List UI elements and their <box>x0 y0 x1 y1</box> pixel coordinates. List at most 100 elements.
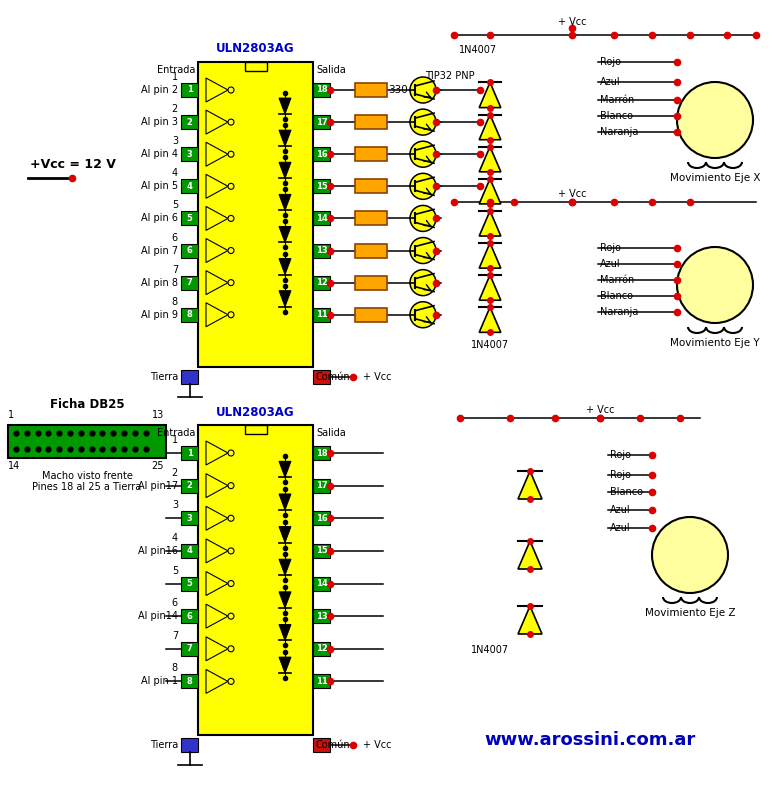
Bar <box>313 179 330 193</box>
Text: 2: 2 <box>172 104 178 114</box>
Text: Al pin 8: Al pin 8 <box>141 278 178 287</box>
Polygon shape <box>279 290 291 307</box>
Bar <box>355 83 387 97</box>
Text: 8: 8 <box>172 663 178 674</box>
Text: 14: 14 <box>316 214 327 223</box>
Text: 1N4007: 1N4007 <box>471 645 509 655</box>
Polygon shape <box>206 473 228 498</box>
Text: 17: 17 <box>316 481 327 490</box>
Text: Al pin 4: Al pin 4 <box>141 149 178 159</box>
Text: 14: 14 <box>8 461 20 471</box>
Text: 18: 18 <box>316 86 327 94</box>
Text: 6: 6 <box>172 232 178 243</box>
Text: 7: 7 <box>172 265 178 275</box>
Text: 5: 5 <box>172 200 178 210</box>
Text: ULN2803AG: ULN2803AG <box>216 406 295 418</box>
Text: 5: 5 <box>187 214 193 223</box>
Text: Azul: Azul <box>610 505 631 515</box>
Text: 4: 4 <box>187 546 193 556</box>
Text: 1: 1 <box>172 72 178 82</box>
Polygon shape <box>206 303 228 327</box>
Polygon shape <box>279 195 291 210</box>
Circle shape <box>228 279 234 286</box>
Text: Tierra: Tierra <box>149 740 178 750</box>
Polygon shape <box>206 271 228 294</box>
Bar <box>181 276 198 290</box>
Text: Rojo: Rojo <box>610 470 631 480</box>
Polygon shape <box>206 110 228 134</box>
Bar <box>355 115 387 129</box>
Text: 8: 8 <box>172 297 178 307</box>
Bar <box>313 446 330 460</box>
Text: 7: 7 <box>172 631 178 641</box>
Polygon shape <box>518 541 542 569</box>
Text: Tierra: Tierra <box>149 372 178 382</box>
Text: 1: 1 <box>172 435 178 445</box>
Text: Movimiento Eje X: Movimiento Eje X <box>670 173 760 183</box>
Circle shape <box>410 206 436 232</box>
Polygon shape <box>479 115 501 140</box>
Bar <box>181 308 198 322</box>
Circle shape <box>228 678 234 685</box>
Bar <box>181 211 198 225</box>
Text: Al pin 5: Al pin 5 <box>141 181 178 192</box>
Bar <box>355 211 387 225</box>
Bar <box>313 211 330 225</box>
Text: 1: 1 <box>187 448 193 458</box>
Polygon shape <box>279 130 291 146</box>
Text: Azul: Azul <box>600 259 621 269</box>
Circle shape <box>410 109 436 135</box>
Circle shape <box>410 301 436 327</box>
Text: 11: 11 <box>316 677 327 686</box>
Text: + Vcc: + Vcc <box>558 17 586 27</box>
Circle shape <box>228 215 234 221</box>
Text: 8: 8 <box>187 677 193 686</box>
Text: 11: 11 <box>316 310 327 319</box>
Circle shape <box>228 152 234 157</box>
Text: Al pin16: Al pin16 <box>138 546 178 556</box>
Text: 4: 4 <box>172 533 178 543</box>
Text: 16: 16 <box>316 150 327 159</box>
Text: Pines 18 al 25 a Tierra: Pines 18 al 25 a Tierra <box>33 482 142 492</box>
Text: Movimiento Eje Y: Movimiento Eje Y <box>670 338 760 348</box>
Text: Ficha DB25: Ficha DB25 <box>50 399 125 411</box>
Text: Naranja: Naranja <box>600 127 639 137</box>
Polygon shape <box>206 441 228 465</box>
Bar <box>313 576 330 590</box>
Polygon shape <box>206 670 228 693</box>
Text: Común: Común <box>316 740 351 750</box>
Polygon shape <box>206 142 228 166</box>
Bar <box>245 425 266 434</box>
Bar <box>181 609 198 623</box>
Bar <box>313 642 330 655</box>
Text: 15: 15 <box>316 546 327 556</box>
Polygon shape <box>206 506 228 530</box>
Bar <box>313 148 330 161</box>
Polygon shape <box>279 625 291 641</box>
Bar <box>313 479 330 493</box>
Text: Blanco: Blanco <box>600 111 633 121</box>
Text: Rojo: Rojo <box>600 243 621 253</box>
Bar <box>313 115 330 129</box>
Bar <box>245 62 266 71</box>
Polygon shape <box>206 78 228 102</box>
Text: 8: 8 <box>187 310 193 319</box>
Bar <box>181 511 198 525</box>
Text: Salida: Salida <box>316 428 346 438</box>
Bar <box>181 576 198 590</box>
Circle shape <box>228 646 234 652</box>
Polygon shape <box>206 206 228 231</box>
Text: 5: 5 <box>172 565 178 575</box>
Text: + Vcc: + Vcc <box>558 189 586 199</box>
Circle shape <box>228 548 234 554</box>
Text: Movimiento Eje Z: Movimiento Eje Z <box>645 608 735 618</box>
Polygon shape <box>279 494 291 510</box>
Bar <box>313 544 330 558</box>
Circle shape <box>228 515 234 521</box>
Text: 6: 6 <box>187 612 193 621</box>
Circle shape <box>228 247 234 254</box>
Circle shape <box>228 119 234 125</box>
Circle shape <box>228 450 234 456</box>
Bar <box>355 308 387 322</box>
Bar <box>181 243 198 257</box>
